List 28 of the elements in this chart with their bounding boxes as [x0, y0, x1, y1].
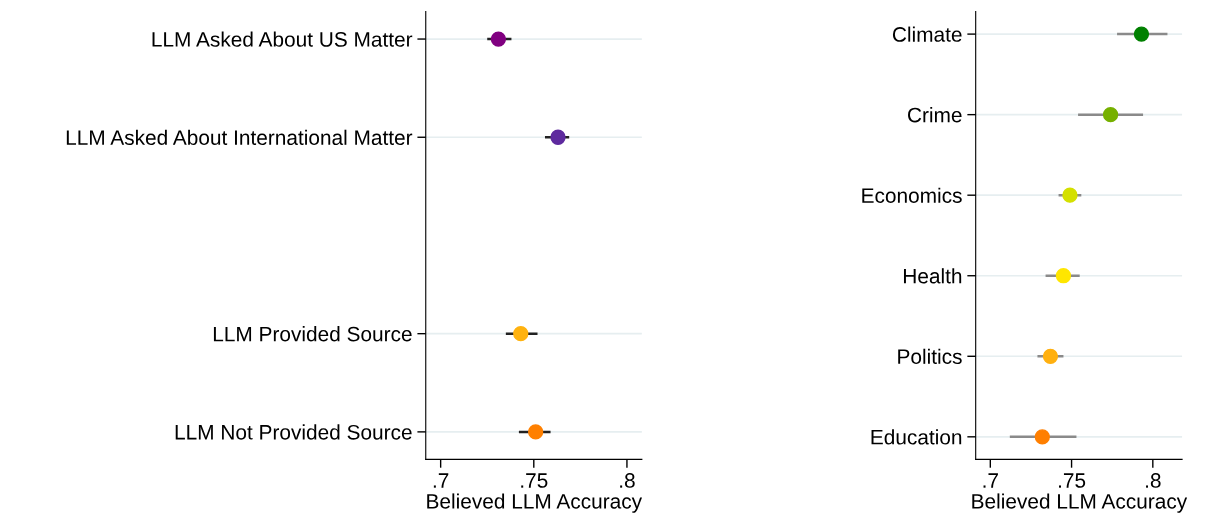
y-tick-label: Crime	[908, 107, 962, 123]
y-tick-label: LLM Asked About US Matter	[152, 31, 413, 47]
point	[1062, 187, 1078, 203]
point	[1034, 429, 1050, 445]
y-tick-label: LLM Not Provided Source	[175, 424, 412, 440]
x-tick-label: .75	[521, 473, 548, 488]
point	[1042, 348, 1059, 364]
point	[1133, 26, 1150, 42]
x-tick-label: .8	[1146, 473, 1161, 488]
y-tick-label: Education	[871, 429, 962, 445]
x-tick-label: .8	[620, 473, 635, 488]
point	[490, 31, 507, 47]
point	[1055, 268, 1072, 284]
x-axis-title: Believed LLM Accuracy	[427, 493, 643, 513]
y-tick-label: Politics	[898, 348, 962, 365]
y-tick-label: Climate	[892, 26, 962, 42]
point	[1102, 107, 1119, 123]
y-tick-label: Health	[903, 268, 962, 284]
x-tick-label: .75	[1058, 473, 1086, 488]
point	[528, 424, 544, 440]
point	[550, 129, 566, 145]
point	[513, 326, 529, 342]
y-tick-label: LLM Asked About International Matter	[66, 129, 413, 146]
y-tick-label: Economics	[862, 187, 962, 203]
x-tick-label: .7	[983, 473, 998, 488]
x-tick-label: .7	[433, 473, 449, 488]
y-tick-label: LLM Provided Source	[213, 326, 412, 342]
x-axis-title: Believed LLM Accuracy	[972, 493, 1188, 513]
